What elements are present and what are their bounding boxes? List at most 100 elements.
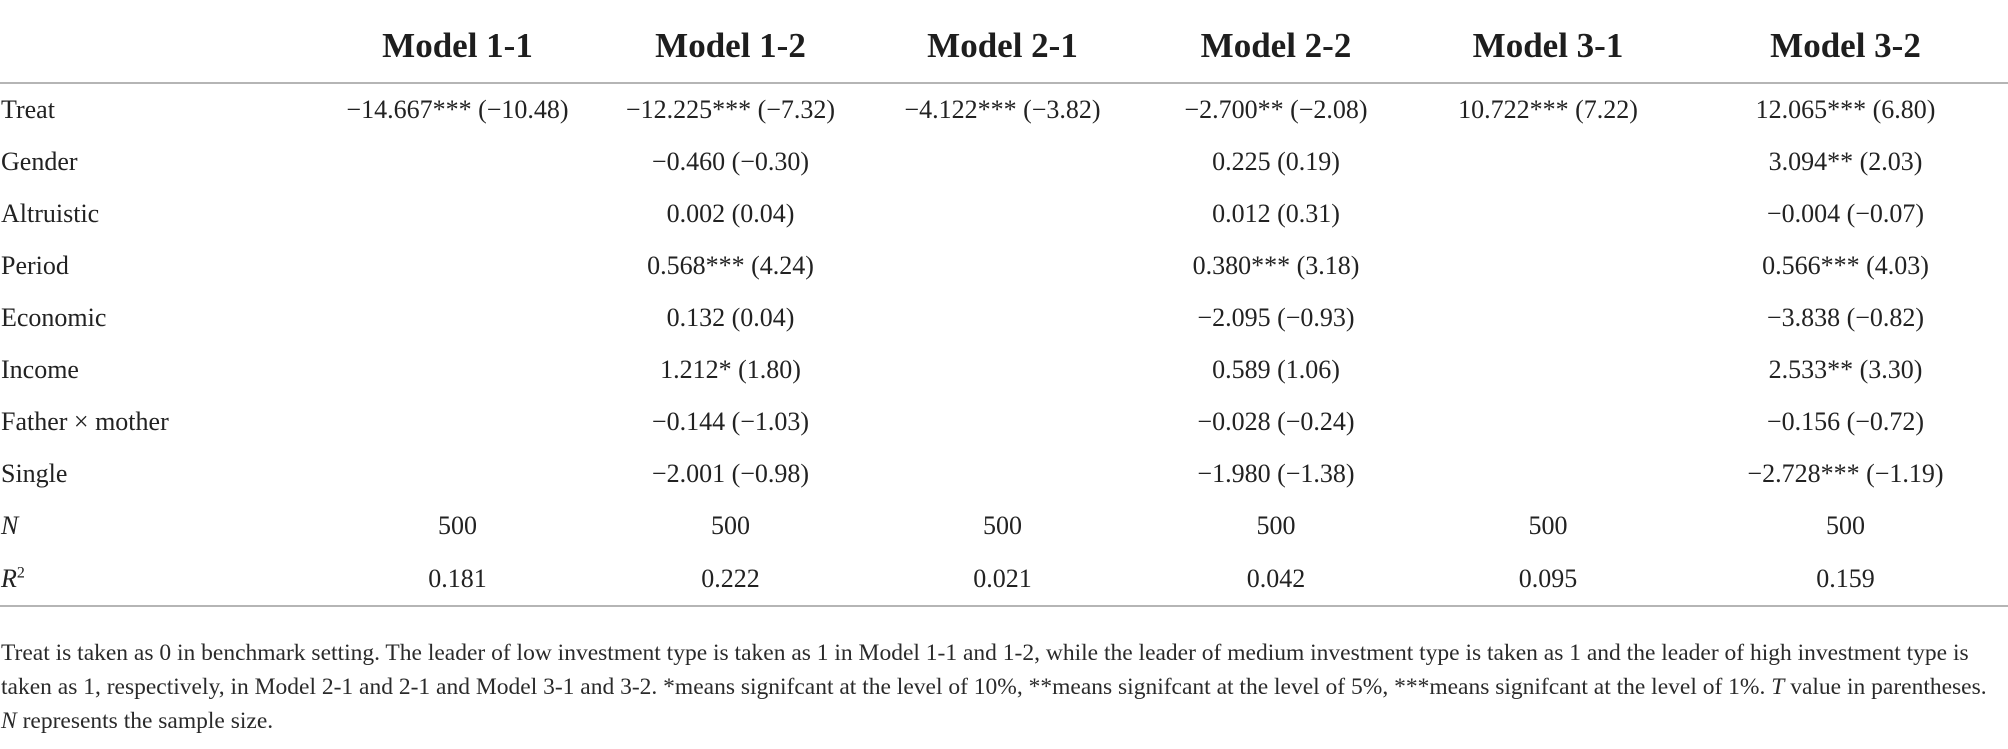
row-label: Father × mother [0, 396, 320, 448]
table-row: Father × mother −0.144 (−1.03) −0.028 (−0.… [0, 396, 2008, 448]
row-label: Single [0, 448, 320, 500]
table-cell: −4.122*** (−3.82) [904, 95, 1101, 124]
footnote-text-3: represents the sample size. [16, 708, 274, 734]
table-cell: 0.132 (0.04) [666, 303, 795, 332]
table-cell: −0.156 (−0.72) [1766, 407, 1925, 436]
footnote-t-letter: T [1771, 674, 1785, 700]
table-row: Altruistic 0.002 (0.04) 0.012 (0.31) −0.004… [0, 188, 2008, 240]
table-footnote: Treat is taken as 0 in benchmark setting… [1, 636, 2001, 738]
table-cell: 0.042 [1139, 552, 1413, 607]
table-cell: 0.589 (1.06) [1212, 355, 1340, 384]
table-header-row: Model 1-1 Model 1-2 Model 2-1 Model 2-2 … [0, 10, 2008, 84]
footnote-n-letter: N [1, 708, 17, 734]
table-cell: 0.012 (0.31) [1212, 199, 1340, 228]
table-cell [1413, 396, 1683, 448]
table-cell: −0.460 (−0.30) [651, 147, 810, 176]
row-label-text: Altruistic [1, 199, 100, 228]
row-label: Gender [0, 136, 320, 188]
row-label-text: Period [1, 251, 69, 280]
row-label-text: R [1, 563, 17, 593]
table-cell: 0.566*** (4.03) [1762, 251, 1929, 280]
table-cell: 500 [1528, 511, 1568, 540]
table-cell: 0.380*** (3.18) [1192, 251, 1360, 280]
table-cell: 500 [711, 511, 750, 540]
table-cell: 0.002 (0.04) [666, 199, 795, 228]
table-cell [320, 448, 595, 500]
table-cell: 500 [438, 511, 477, 540]
row-label-text: N [1, 511, 19, 540]
table-cell [1413, 344, 1683, 396]
table-cell: −12.225*** (−7.32) [625, 95, 836, 124]
table-cell [1413, 240, 1683, 292]
row-label-text: Economic [1, 303, 107, 332]
row-label: Income [0, 344, 320, 396]
row-label: Period [0, 240, 320, 292]
table-cell: −2.728*** (−1.19) [1747, 459, 1944, 488]
table-cell: 500 [983, 511, 1022, 540]
table-cell: 500 [1256, 511, 1296, 540]
table-cell: 0.159 [1683, 552, 2008, 607]
table-cell: 12.065*** (6.80) [1755, 95, 1936, 124]
table-cell [866, 136, 1139, 188]
table-cell [1413, 448, 1683, 500]
table-cell: −0.144 (−1.03) [651, 407, 810, 436]
header-cell-model-3-2: Model 3-2 [1683, 10, 2008, 84]
table-cell: −2.700** (−2.08) [1184, 95, 1368, 124]
table-row: Gender −0.460 (−0.30) 0.225 (0.19) 3.094** … [0, 136, 2008, 188]
table-cell [1413, 188, 1683, 240]
regression-results-table: Model 1-1 Model 1-2 Model 2-1 Model 2-2 … [0, 10, 2008, 607]
table-cell: 0.568*** (4.24) [647, 251, 814, 280]
table-cell [1413, 292, 1683, 344]
header-cell-model-2-1: Model 2-1 [866, 10, 1139, 84]
table-cell: 0.222 [595, 552, 866, 607]
table-cell: −0.028 (−0.24) [1197, 407, 1355, 436]
table-body: Treat −14.667*** (−10.48) −12.225*** (−7.3… [0, 83, 2008, 607]
table-cell [320, 292, 595, 344]
table-row: Single −2.001 (−0.98) −1.980 (−1.38) −2.728… [0, 448, 2008, 500]
table-cell [866, 292, 1139, 344]
table-row: R2 0.181 0.222 0.021 0.042 0.095 0.159 [0, 552, 2008, 607]
table-cell: 0.225 (0.19) [1212, 147, 1340, 176]
header-cell-model-3-1: Model 3-1 [1413, 10, 1683, 84]
row-label-text: Gender [1, 147, 78, 176]
row-label: Treat [0, 83, 320, 136]
table-cell: 2.533** (3.30) [1768, 355, 1923, 384]
table-cell [1413, 136, 1683, 188]
table-cell: −3.838 (−0.82) [1766, 303, 1925, 332]
table-cell [866, 448, 1139, 500]
table-cell: 0.021 [866, 552, 1139, 607]
table-cell: 10.722*** (7.22) [1458, 95, 1638, 124]
row-label-text: Single [1, 459, 68, 488]
row-label: R2 [0, 552, 320, 607]
table-cell [320, 344, 595, 396]
table-row: Economic 0.132 (0.04) −2.095 (−0.93) −3.838… [0, 292, 2008, 344]
table-cell [320, 136, 595, 188]
row-label-text: Father × mother [1, 407, 169, 436]
table-cell [320, 240, 595, 292]
footnote-text-1: Treat is taken as 0 in benchmark setting… [1, 640, 1969, 700]
row-label: Economic [0, 292, 320, 344]
row-label: N [0, 500, 320, 552]
table-row: Income 1.212* (1.80) 0.589 (1.06) 2.533** (… [0, 344, 2008, 396]
table-cell: −1.980 (−1.38) [1197, 459, 1355, 488]
table-row: Period 0.568*** (4.24) 0.380*** (3.18) 0.56… [0, 240, 2008, 292]
table-cell [866, 240, 1139, 292]
table-cell: −2.095 (−0.93) [1197, 303, 1355, 332]
row-label-text: Income [1, 355, 79, 384]
table-cell [320, 396, 595, 448]
row-label-text: Treat [1, 95, 55, 124]
table-cell: −0.004 (−0.07) [1766, 199, 1925, 228]
header-cell-model-1-2: Model 1-2 [595, 10, 866, 84]
row-label: Altruistic [0, 188, 320, 240]
header-cell-model-2-2: Model 2-2 [1139, 10, 1413, 84]
footnote-text-2: value in parentheses. [1784, 674, 1987, 700]
table-cell: 500 [1826, 511, 1865, 540]
row-label-superscript: 2 [16, 563, 25, 581]
table-row: Treat −14.667*** (−10.48) −12.225*** (−7.3… [0, 83, 2008, 136]
table-cell [320, 188, 595, 240]
table-cell: −14.667*** (−10.48) [346, 95, 569, 124]
table-cell [866, 396, 1139, 448]
table-row: N 500 500 500 500 500 500 [0, 500, 2008, 552]
table-cell: 3.094** (2.03) [1768, 147, 1923, 176]
